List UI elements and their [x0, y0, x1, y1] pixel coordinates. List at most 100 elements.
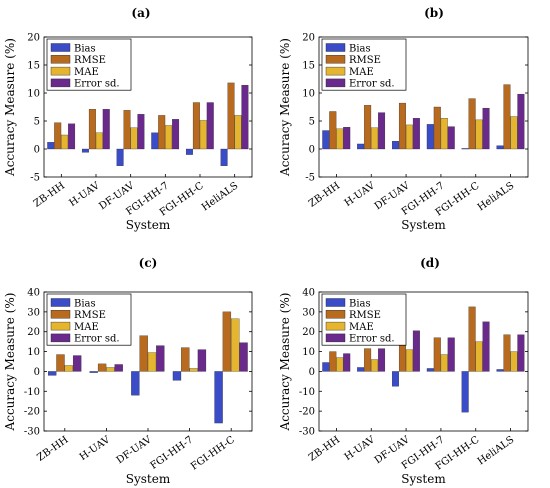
bar-bias-fgi-hh-7 [426, 124, 434, 150]
bar-bias-zb-hh [47, 142, 55, 150]
bar-error-sd--zb-hh [343, 353, 351, 372]
bar-mae-h-uav [95, 132, 103, 150]
legend-label: Error sd. [349, 334, 395, 345]
bar-error-sd--zb-hh [68, 123, 76, 150]
plot-frame [318, 36, 529, 178]
legend-swatch [50, 333, 71, 343]
y-tick-label: -20 [299, 407, 315, 418]
panel-label: (b) [424, 6, 444, 20]
legend-label: Error sd. [74, 79, 120, 90]
bar-error-sd--h-uav [114, 364, 123, 372]
bar-rmse-fgi-hh-7 [158, 115, 166, 150]
y-tick-label: 40 [27, 288, 40, 299]
bar-error-sd--helials [517, 93, 525, 150]
legend-label: Bias [349, 298, 371, 309]
y-axis-label: Accuracy Measure (%) [278, 38, 292, 177]
y-tick-label: -10 [299, 387, 315, 398]
bar-error-sd--h-uav [102, 109, 110, 150]
plot-frame [318, 291, 529, 432]
y-tick-label: 30 [302, 307, 315, 318]
bar-mae-helials [510, 351, 518, 372]
bar-bias-fgi-hh-7 [426, 368, 434, 372]
bar-error-sd--fgi-hh-c [239, 342, 248, 372]
y-tick-label: 0 [309, 367, 315, 378]
bar-rmse-h-uav [364, 348, 372, 372]
bar-bias-h-uav [81, 148, 89, 153]
legend-label: Error sd. [349, 79, 395, 90]
x-axis-label: System [401, 218, 446, 232]
bar-mae-fgi-hh-c [475, 119, 483, 150]
bar-bias-h-uav [357, 367, 365, 372]
bar-mae-zb-hh [61, 134, 69, 150]
y-tick-label: -20 [24, 407, 40, 418]
legend-label: RMSE [349, 310, 381, 321]
bar-rmse-zb-hh [54, 122, 62, 150]
bar-mae-h-uav [371, 127, 379, 150]
x-tick-label: FGI-HH-C [189, 434, 237, 472]
bar-bias-h-uav [357, 143, 365, 150]
bar-rmse-fgi-hh-c [468, 98, 476, 150]
bar-mae-h-uav [371, 359, 379, 372]
x-tick-label: FGI-HH-7 [149, 434, 196, 471]
bar-bias-fgi-hh-7 [151, 132, 159, 150]
y-tick-label: 0 [34, 145, 40, 156]
bar-mae-fgi-hh-7 [165, 125, 173, 150]
bar-mae-h-uav [106, 367, 115, 372]
legend-swatch [50, 310, 71, 319]
bar-mae-fgi-hh-7 [440, 118, 448, 150]
bar-error-sd--df-uav [137, 114, 145, 150]
bar-mae-fgi-hh-c [231, 318, 240, 372]
legend-swatch [325, 78, 346, 88]
legend-label: MAE [349, 322, 374, 333]
bar-rmse-fgi-hh-7 [433, 106, 441, 150]
panel-label: (c) [139, 256, 158, 270]
y-tick-label: 5 [34, 117, 40, 128]
legend-swatch [50, 43, 71, 52]
bar-mae-fgi-hh-c [199, 120, 207, 150]
y-tick-label: 20 [27, 327, 40, 338]
bar-rmse-h-uav [364, 105, 372, 150]
bar-bias-helials [220, 148, 228, 166]
y-tick-label: -10 [24, 387, 40, 398]
bar-mae-fgi-hh-c [475, 341, 483, 372]
bar-error-sd--fgi-hh-7 [197, 349, 207, 372]
legend-label: Bias [74, 43, 96, 54]
bar-error-sd--df-uav [412, 330, 420, 372]
bar-mae-fgi-hh-7 [440, 354, 448, 372]
x-axis-label: System [126, 218, 171, 232]
x-tick-label: ZB-HH [35, 434, 70, 463]
y-tick-label: 5 [309, 117, 315, 128]
legend-swatch [325, 298, 346, 307]
bar-rmse-fgi-hh-7 [181, 347, 190, 372]
y-tick-label: 40 [302, 288, 315, 299]
bar-error-sd--h-uav [378, 348, 386, 372]
bar-error-sd--helials [241, 85, 249, 150]
bar-error-sd--helials [517, 334, 525, 372]
legend-swatch [50, 78, 71, 88]
legend-label: Error sd. [74, 334, 120, 345]
y-tick-label: 10 [27, 89, 40, 100]
x-tick-label: ZB-HH [307, 434, 342, 463]
bar-rmse-zb-hh [329, 111, 337, 150]
bar-error-sd--h-uav [378, 112, 386, 150]
legend-swatch [325, 55, 346, 64]
bar-bias-helials [496, 145, 504, 150]
x-tick-label: H-UAV [343, 434, 378, 463]
bar-bias-df-uav [391, 141, 399, 150]
bar-rmse-helials [503, 84, 511, 150]
y-tick-label: 20 [302, 327, 315, 338]
x-tick-label: HeliALS [200, 180, 241, 213]
bar-bias-zb-hh [322, 362, 330, 372]
legend-swatch [325, 333, 346, 343]
legend-label: MAE [74, 67, 99, 78]
legend-swatch [50, 321, 71, 331]
legend-swatch [325, 321, 346, 331]
x-tick-label: HeliALS [476, 180, 517, 213]
y-axis-label: Accuracy Measure (%) [278, 293, 292, 432]
